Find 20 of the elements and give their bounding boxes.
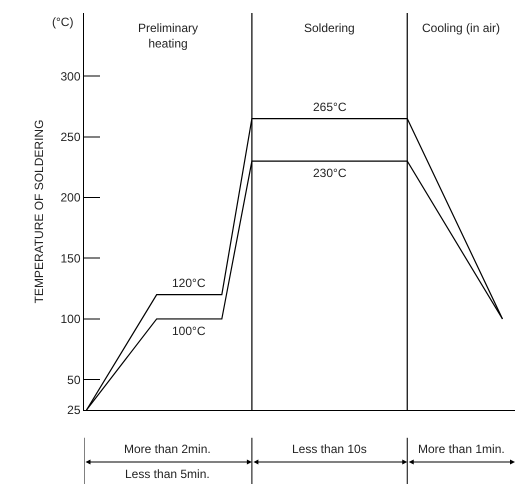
annotation: 100°C (172, 324, 206, 338)
y-tick-label: 150 (60, 251, 81, 266)
y-tick-label: 25 (67, 403, 81, 418)
annotation: Preliminary heating (138, 21, 198, 51)
annotation: 230°C (313, 166, 347, 180)
text: Less than 10s (292, 442, 367, 456)
y-tick-label: 200 (60, 190, 81, 205)
y-tick-label: 50 (67, 372, 81, 387)
y-tick-label: 100 (60, 312, 81, 326)
annotation: 120°C (172, 276, 206, 290)
text: More than 1min. (418, 442, 505, 456)
y-tick-label: 300 (60, 69, 81, 84)
annotation: Soldering (304, 21, 355, 35)
y-tick-label: 250 (60, 130, 81, 144)
annotation: Cooling (in air) (422, 21, 500, 35)
text: Less than 5min. (125, 467, 210, 481)
text: More than 2min. (124, 442, 211, 456)
text: (°C) (52, 15, 74, 29)
annotation: 265°C (313, 100, 347, 114)
y-axis-title: TEMPERATURE OF SOLDERING (32, 120, 46, 304)
